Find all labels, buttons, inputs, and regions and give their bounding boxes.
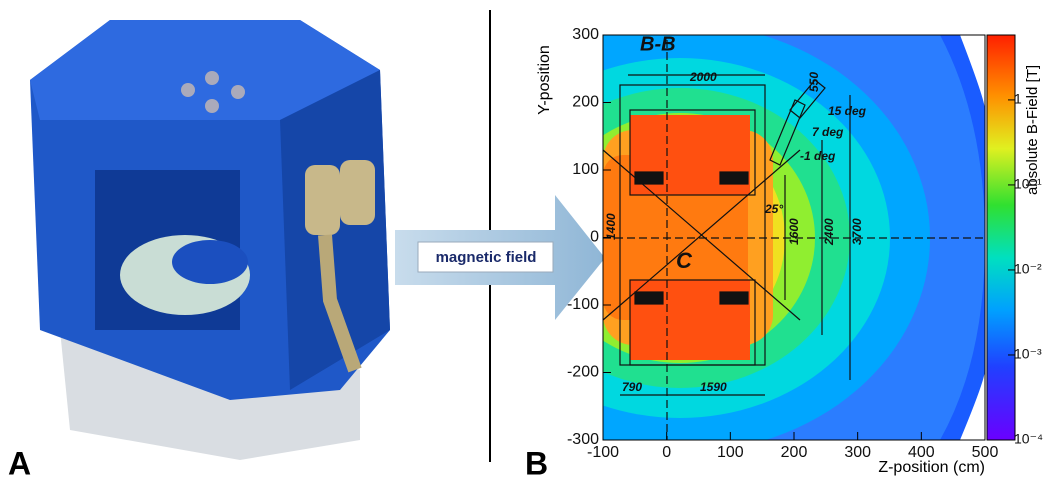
annotation: B-B — [640, 33, 676, 55]
x-axis-title: Z-position (cm) — [878, 459, 985, 476]
annotation: 15 deg — [828, 104, 867, 118]
colorbar-tick-label: 1 — [1014, 91, 1022, 107]
annotation: 1600 — [787, 218, 801, 245]
annotation: C — [676, 248, 693, 273]
y-tick-label: -300 — [567, 431, 599, 448]
y-tick-label: -200 — [567, 364, 599, 381]
annotation: 790 — [622, 380, 642, 394]
panel-label: A — [8, 445, 31, 481]
annotation: 550 — [807, 72, 821, 92]
annotation: 7 deg — [812, 125, 844, 139]
colorbar-tick-label: 10⁻² — [1014, 261, 1042, 277]
y-tick-label: 0 — [590, 229, 599, 246]
annotation: 1400 — [604, 213, 618, 240]
colorbar — [987, 35, 1015, 440]
annotation: 25° — [764, 202, 783, 216]
x-tick-label: 500 — [972, 444, 999, 461]
x-tick-label: 0 — [662, 444, 671, 461]
y-tick-label: 100 — [572, 161, 599, 178]
magnet-render — [30, 20, 390, 460]
annotation: 2400 — [822, 218, 836, 246]
arrow-label: magnetic field — [436, 249, 537, 266]
colorbar-tick-label: 10⁻¹ — [1014, 176, 1042, 192]
y-axis-title: Y-position — [536, 45, 553, 115]
y-tick-label: -100 — [567, 296, 599, 313]
annotation: -1 deg — [800, 149, 836, 163]
x-tick-label: 400 — [908, 444, 935, 461]
y-tick-label: 300 — [572, 26, 599, 43]
figure: magnetic field B-B — [0, 0, 1046, 486]
x-tick-label: 200 — [781, 444, 808, 461]
x-tick-label: 100 — [717, 444, 744, 461]
page: { "panel_a": {"label": "A"}, "arrow": {"… — [0, 0, 1046, 491]
annotation: 3700 — [850, 218, 864, 245]
colorbar-tick-label: 10⁻³ — [1014, 346, 1042, 362]
x-tick-label: 300 — [844, 444, 871, 461]
colorbar-tick-label: 10⁻⁴ — [1014, 431, 1043, 447]
annotation: 2000 — [689, 70, 717, 84]
y-tick-label: 200 — [572, 94, 599, 111]
panel-label: B — [525, 445, 548, 481]
annotation: 1590 — [700, 380, 727, 394]
